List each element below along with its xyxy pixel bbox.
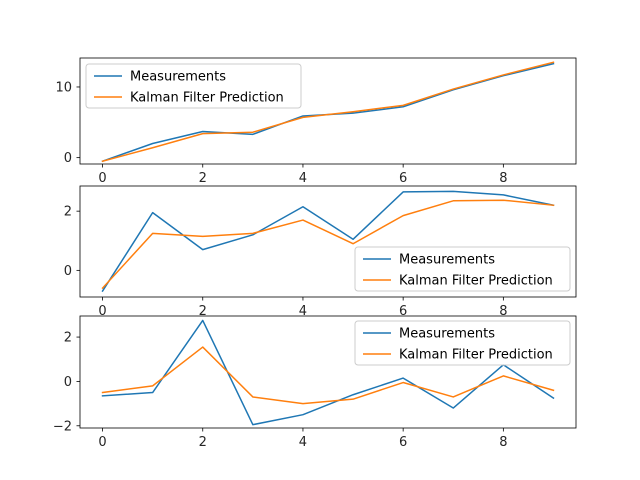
series-line-kalman-prediction	[101, 346, 555, 405]
axes-frame	[79, 185, 577, 298]
x-tick-label: 4	[299, 304, 307, 319]
x-tick-label: 8	[499, 435, 507, 450]
subplot-3: 0 2 4 6 8 −2 0 2 Measurements Kalman Filter Predi…	[53, 315, 577, 450]
x-tick-label: 4	[299, 435, 307, 450]
x-tick-label: 0	[98, 304, 106, 319]
legend-label: Measurements	[399, 253, 495, 268]
series-line-measurements	[101, 190, 555, 293]
y-tick-label: −2	[53, 419, 72, 434]
subplot-2: 0 2 4 6 8 0 2 Measurements Kalman Filter Predict…	[64, 185, 577, 319]
legend-box	[85, 63, 302, 109]
x-tick-label: 6	[399, 435, 407, 450]
x-tick-label: 0	[98, 171, 106, 186]
legend-label: Measurements	[130, 70, 226, 85]
x-tick-label: 2	[199, 304, 207, 319]
y-tick-label: 2	[64, 331, 72, 346]
y-tick-label: 0	[64, 375, 72, 390]
x-tick-label: 4	[299, 171, 307, 186]
axes-frame	[79, 57, 577, 165]
legend: Measurements Kalman Filter Prediction	[354, 246, 571, 292]
y-tick-label: 2	[64, 205, 72, 220]
x-tick-label: 6	[399, 304, 407, 319]
x-tick-label: 2	[199, 435, 207, 450]
x-tick-label: 6	[399, 171, 407, 186]
y-tick-label: 10	[55, 80, 72, 95]
legend: Measurements Kalman Filter Prediction	[85, 63, 302, 109]
y-tick-label: 0	[64, 264, 72, 279]
series-line-kalman-prediction	[101, 61, 555, 163]
x-tick-label: 8	[499, 171, 507, 186]
x-tick-label: 2	[199, 171, 207, 186]
legend-box	[354, 320, 571, 366]
y-tick-label: 0	[64, 151, 72, 166]
legend-label: Kalman Filter Prediction	[399, 348, 553, 363]
axes-frame	[79, 315, 577, 429]
x-tick-label: 0	[98, 435, 106, 450]
legend-box	[354, 246, 571, 292]
legend: Measurements Kalman Filter Prediction	[354, 320, 571, 366]
legend-label: Kalman Filter Prediction	[130, 91, 284, 106]
legend-label: Kalman Filter Prediction	[399, 274, 553, 289]
series-line-kalman-prediction	[101, 199, 555, 290]
legend-label: Measurements	[399, 327, 495, 342]
subplot-1: 0 2 4 6 8 0 10 Measurements Kalman Filter Predic…	[55, 57, 577, 186]
x-tick-label: 8	[499, 304, 507, 319]
